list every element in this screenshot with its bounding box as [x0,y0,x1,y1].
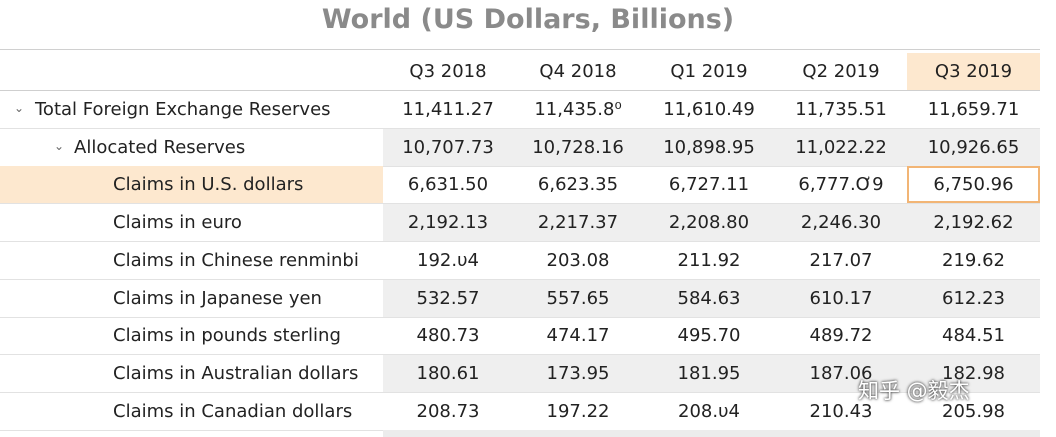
table-cell[interactable]: 6,631.50 [407,174,489,196]
table-cell[interactable]: 11,435.8⁰ [534,99,622,120]
table-cell[interactable]: 11,411.27 [402,99,494,120]
column-header-q1-2019[interactable]: Q1 2019 [670,61,748,82]
table-cell[interactable]: 584.63 [677,287,741,309]
table-cell[interactable]: 205.98 [942,400,1005,422]
row-shading [383,279,1040,317]
table-cell[interactable]: 489.72 [809,325,873,347]
table-cell[interactable]: 612.23 [942,287,1005,309]
row-label: Total Foreign Exchange Reserves [35,99,331,120]
page-title: World (US Dollars, Billions) [321,4,735,35]
row-label: Claims in Japanese yen [113,287,322,309]
table-cell[interactable]: 10,926.65 [927,136,1020,158]
table-cell[interactable]: 180.61 [416,362,480,384]
table-cell[interactable]: 6,623.35 [537,174,619,196]
column-header-q4-2018[interactable]: Q4 2018 [539,61,617,82]
table-cell[interactable]: 2,192.62 [933,212,1014,234]
table-cell[interactable]: 6,750.96 [907,166,1040,204]
table-row[interactable]: ⌄ Total Foreign Exchange Reserves 11,411.2… [0,91,1040,129]
table-row[interactable]: Claims in Australian dollars 180.61 173.95… [0,354,1040,393]
watermark: 知乎 @毅杰 [858,379,970,403]
table-cell[interactable]: 495.70 [677,325,741,347]
table-cell[interactable]: 11,659.71 [927,99,1020,120]
chevron-down-icon[interactable]: ⌄ [54,138,65,153]
table-cell[interactable]: 11,022.22 [795,136,887,158]
row-label: Claims in euro [113,212,242,234]
title-divider [0,49,1040,50]
table-cell[interactable]: 219.62 [942,249,1005,271]
table-cell[interactable]: 210.43 [809,400,873,422]
table-row[interactable]: Claims in pounds sterling 480.73 474.17 495… [0,317,1040,356]
row-label: Allocated Reserves [74,136,246,158]
row-selected-highlight [0,166,383,204]
table-cell[interactable]: 10,707.73 [402,136,494,158]
table-header: Q3 2018 Q4 2018 Q1 2019 Q2 2019 Q3 2019 [0,53,1040,91]
table-cell[interactable]: 10,728.16 [532,136,624,158]
row-label: Claims in pounds sterling [113,325,341,347]
table-row[interactable]: Claims in Chinese renminbi 192.υ4 203.08 21… [0,242,1040,280]
table-cell[interactable]: 557.65 [546,287,610,309]
table-cell[interactable]: 11,735.51 [795,99,887,120]
table-cell[interactable]: 532.57 [416,287,480,309]
table-cell[interactable]: 173.95 [546,362,610,384]
table-cell[interactable]: 181.95 [677,362,741,384]
table-cell[interactable]: 610.17 [809,287,873,309]
row-shading [383,204,1040,242]
table-cell[interactable]: 211.92 [677,249,741,271]
table-cell[interactable]: 10,898.95 [663,136,755,158]
row-shading [383,128,1040,166]
table-cell[interactable]: 208.υ4 [678,400,740,422]
table-cell[interactable]: 2,208.80 [668,212,750,234]
table-row[interactable]: Claims in euro 2,192.13 2,217.37 2,208.80 2,… [0,204,1040,243]
row-label: Claims in Canadian dollars [113,400,353,422]
table-cell[interactable]: 474.17 [546,325,610,347]
table-cell[interactable]: 6,777.Ơ9 [798,174,884,196]
table-row[interactable]: ⌄ Allocated Reserves 10,707.73 10,728.16 10,… [0,128,1040,167]
table-cell[interactable]: 208.73 [416,400,480,422]
table-cell[interactable]: 192.υ4 [417,249,479,271]
table-cell[interactable]: 6,727.11 [668,174,750,196]
row-label: Claims in Australian dollars [113,362,359,384]
table-cell[interactable]: 2,192.13 [407,212,489,234]
table-cell[interactable]: 480.73 [416,325,480,347]
column-header-q3-2018[interactable]: Q3 2018 [409,61,487,82]
table-row[interactable]: Claims in U.S. dollars 6,631.50 6,623.35 6,… [0,166,1040,205]
row-label: Claims in Chinese renminbi [113,249,359,271]
table-row[interactable]: Claims in Japanese yen 532.57 557.65 584.63… [0,279,1040,318]
row-shading [383,354,1040,392]
table-cell[interactable]: 187.06 [809,362,873,384]
row-label: Claims in U.S. dollars [113,174,304,196]
table-cell[interactable]: 2,217.37 [537,212,619,234]
table-cell[interactable]: 11,610.49 [663,99,755,120]
table-cell[interactable]: 484.51 [942,325,1005,347]
table-cell[interactable]: 203.08 [546,249,610,271]
table-cell[interactable]: 217.07 [809,249,873,271]
column-header-q3-2019[interactable]: Q3 2019 [907,53,1040,90]
table-bottom-edge [383,430,1040,437]
table-cell[interactable]: 197.22 [546,400,610,422]
table-cell[interactable]: 182.98 [942,362,1005,384]
column-header-q2-2019[interactable]: Q2 2019 [802,61,880,82]
table-cell[interactable]: 2,246.30 [800,212,882,234]
chevron-down-icon[interactable]: ⌄ [14,101,25,115]
